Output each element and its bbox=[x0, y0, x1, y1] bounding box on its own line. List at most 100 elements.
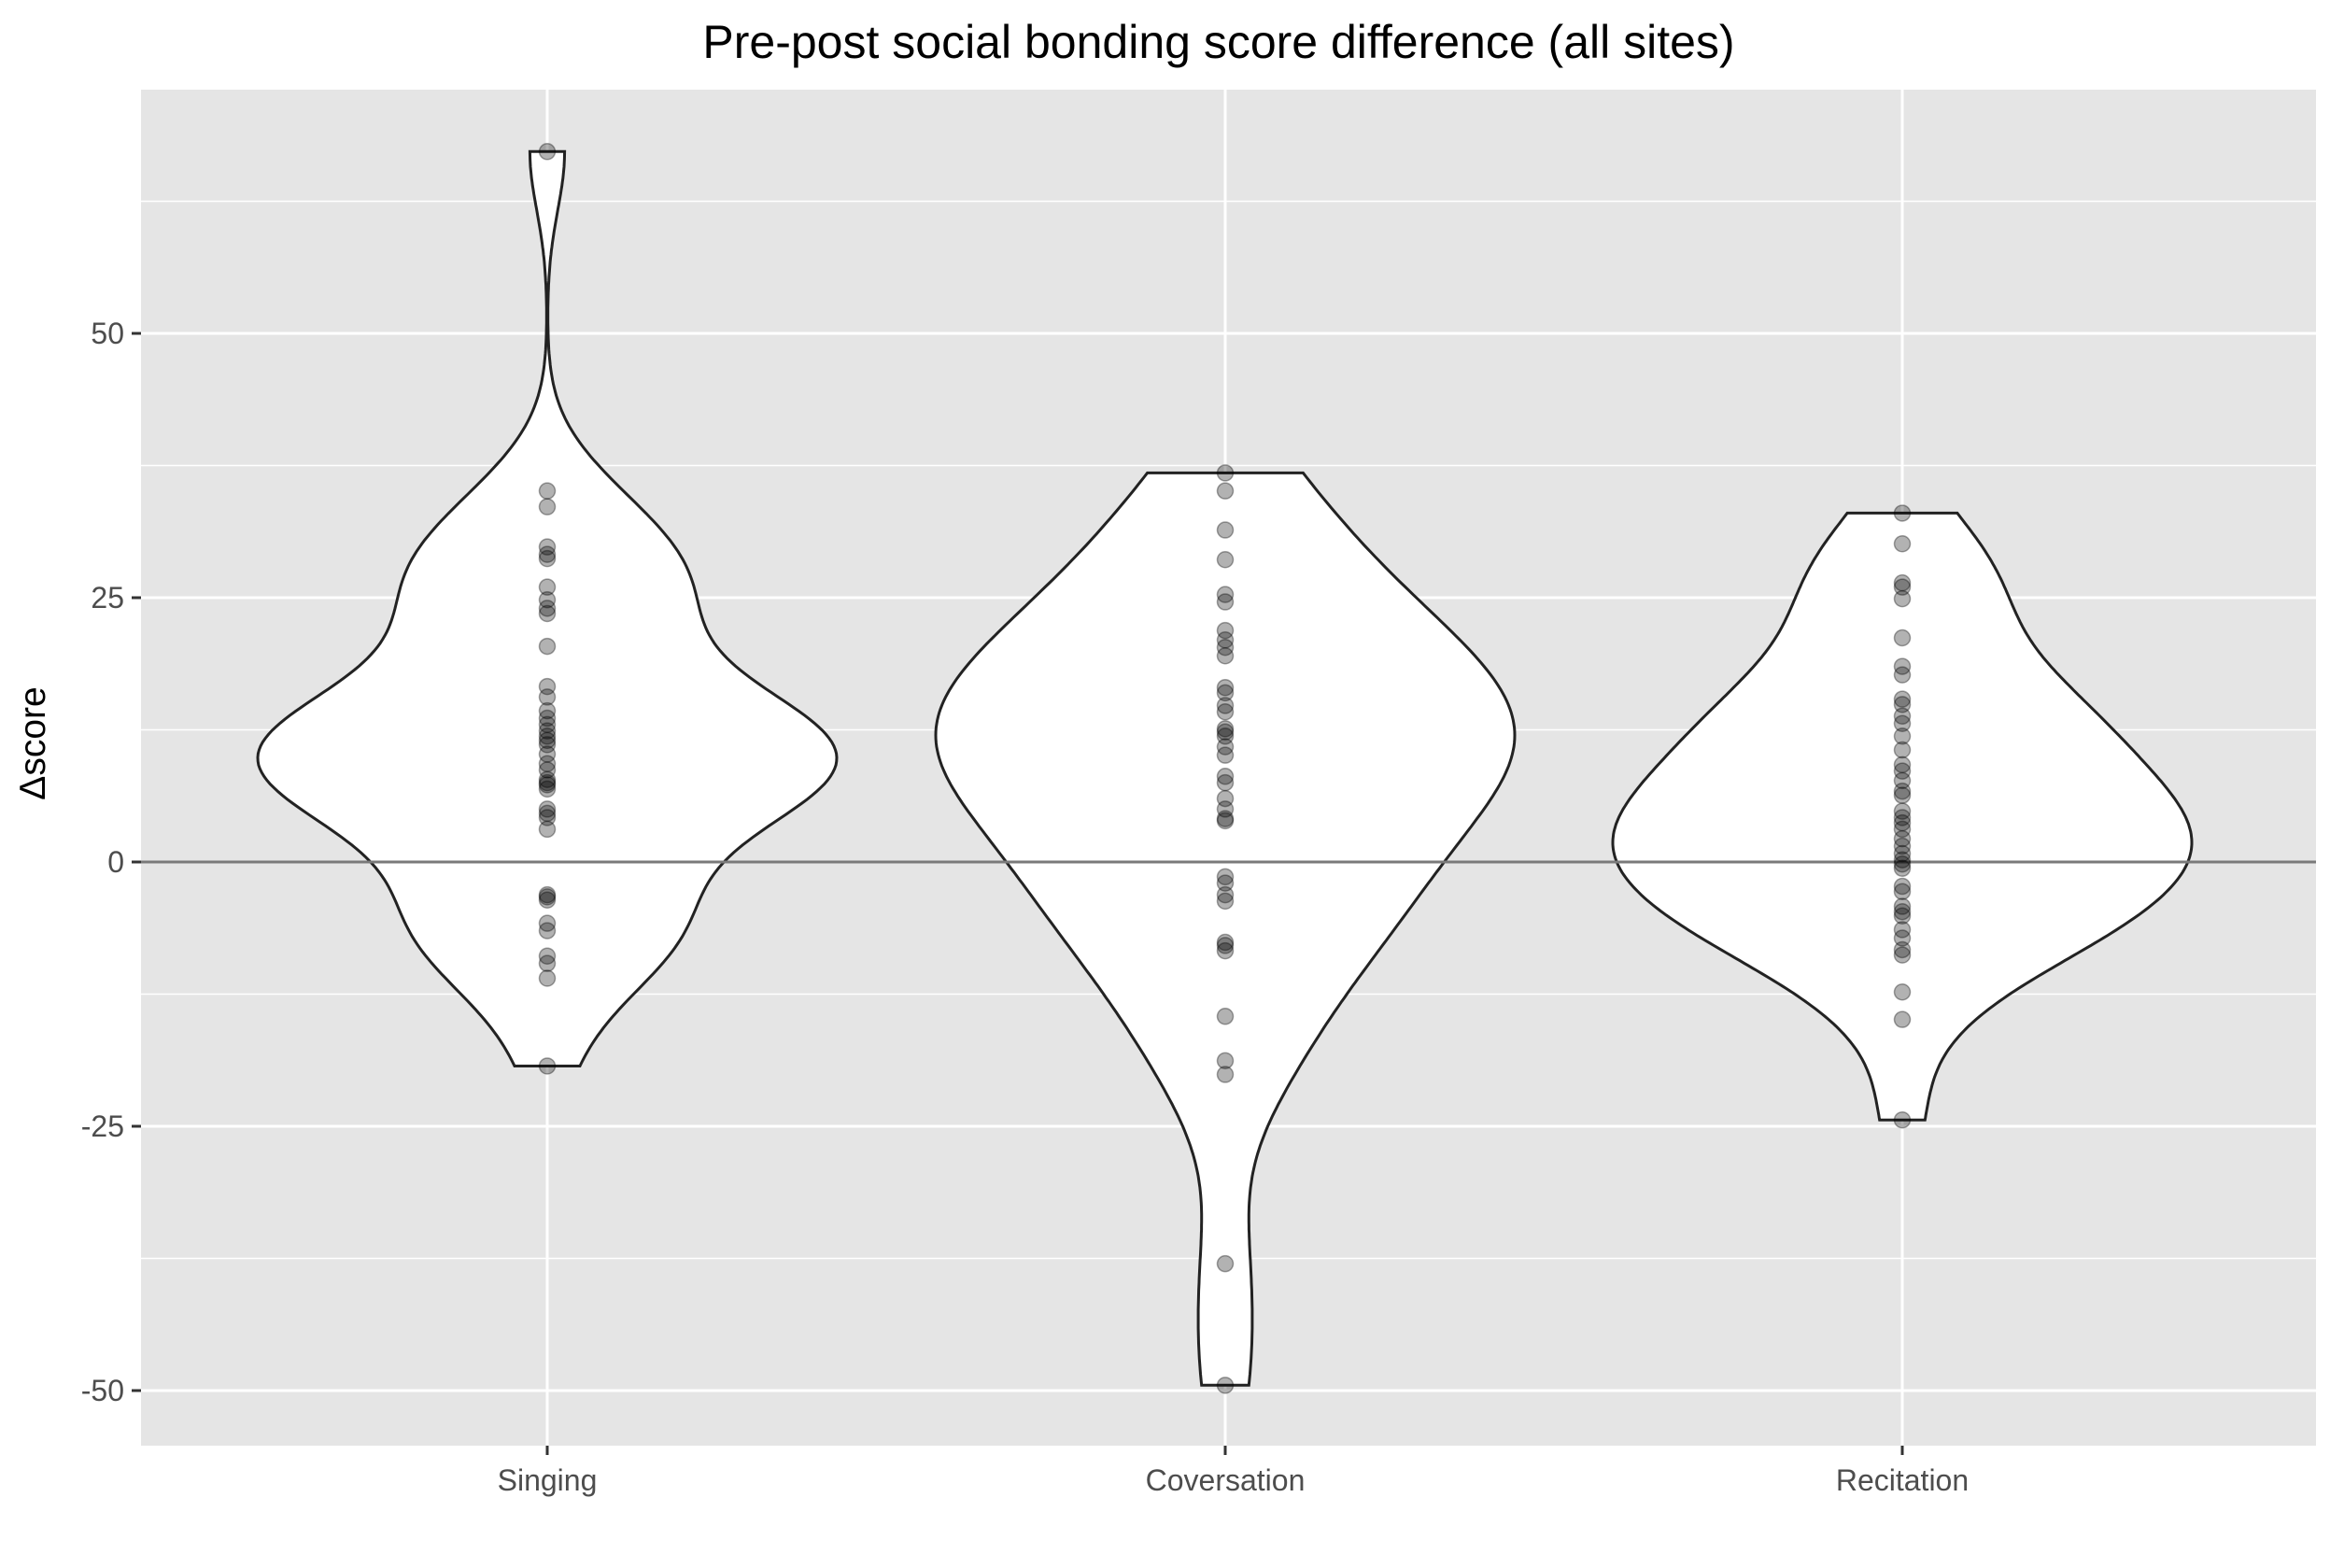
data-point bbox=[538, 736, 557, 754]
data-point bbox=[538, 604, 557, 623]
data-point bbox=[538, 761, 557, 779]
data-point bbox=[1893, 921, 1912, 939]
data-point bbox=[1893, 786, 1912, 804]
data-point bbox=[538, 773, 557, 792]
data-point bbox=[538, 954, 557, 972]
x-tick-label-recitation: Recitation bbox=[1836, 1463, 1969, 1497]
x-tick-label-coversation: Coversation bbox=[1146, 1463, 1306, 1497]
data-point bbox=[538, 498, 557, 516]
data-point bbox=[1216, 720, 1235, 738]
data-point bbox=[1893, 589, 1912, 608]
data-point bbox=[538, 482, 557, 500]
data-point bbox=[1216, 789, 1235, 808]
data-point bbox=[538, 745, 557, 763]
data-point bbox=[1893, 907, 1912, 925]
x-tick-label-singing: Singing bbox=[498, 1463, 598, 1497]
data-point bbox=[1216, 937, 1235, 954]
data-point bbox=[1216, 1377, 1235, 1394]
data-point bbox=[1216, 638, 1235, 657]
data-point bbox=[538, 922, 557, 939]
data-point bbox=[538, 770, 557, 788]
data-point bbox=[1216, 723, 1235, 742]
data-point bbox=[1893, 690, 1912, 708]
violin-singing bbox=[256, 149, 839, 1067]
data-point bbox=[1893, 535, 1912, 553]
y-axis: -50 -25 0 25 50 bbox=[81, 317, 141, 1407]
data-point bbox=[1216, 768, 1235, 785]
data-point bbox=[1216, 800, 1235, 818]
y-axis-title: Δscore bbox=[13, 686, 53, 799]
data-point bbox=[538, 715, 557, 734]
chart-title: Pre-post social bonding score difference… bbox=[702, 16, 1734, 68]
data-point bbox=[1893, 771, 1912, 790]
data-point bbox=[538, 701, 557, 720]
data-point bbox=[1216, 586, 1235, 603]
data-point bbox=[1216, 738, 1235, 756]
data-point bbox=[1216, 868, 1235, 886]
data-point bbox=[1216, 727, 1235, 745]
data-point bbox=[1216, 874, 1235, 892]
data-point bbox=[538, 800, 557, 818]
data-point bbox=[1893, 629, 1912, 647]
data-point bbox=[1893, 946, 1912, 964]
y-tick-label: 25 bbox=[91, 581, 124, 614]
data-point bbox=[1216, 1066, 1235, 1083]
data-point bbox=[1893, 897, 1912, 915]
data-point bbox=[538, 709, 557, 727]
data-point bbox=[1216, 703, 1235, 721]
data-point bbox=[1893, 940, 1912, 959]
data-point bbox=[1216, 1254, 1235, 1273]
data-point bbox=[1893, 573, 1912, 592]
data-point bbox=[1893, 851, 1912, 869]
data-point bbox=[538, 888, 557, 906]
violin-coversation bbox=[934, 471, 1517, 1387]
x-axis: Singing Coversation Recitation bbox=[498, 1446, 1969, 1497]
data-point bbox=[538, 914, 557, 932]
data-point bbox=[538, 804, 557, 823]
data-point bbox=[1893, 929, 1912, 947]
data-point bbox=[1216, 1052, 1235, 1070]
data-point bbox=[1216, 482, 1235, 500]
data-point bbox=[538, 143, 557, 161]
data-point bbox=[1893, 727, 1912, 745]
data-point bbox=[1893, 820, 1912, 839]
data-point bbox=[1893, 756, 1912, 774]
data-point bbox=[1893, 1110, 1912, 1129]
data-point bbox=[538, 731, 557, 750]
data-point bbox=[1216, 464, 1235, 482]
data-point bbox=[1216, 941, 1235, 960]
data-point bbox=[538, 549, 557, 568]
data-point bbox=[1216, 810, 1235, 827]
data-point bbox=[1893, 666, 1912, 684]
data-point bbox=[1216, 684, 1235, 702]
data-point bbox=[1893, 855, 1912, 873]
data-point bbox=[1893, 844, 1912, 863]
data-point bbox=[538, 776, 557, 794]
data-point bbox=[538, 637, 557, 656]
data-point bbox=[1893, 696, 1912, 713]
data-point bbox=[538, 809, 557, 826]
data-point bbox=[1893, 837, 1912, 855]
data-point bbox=[538, 947, 557, 965]
data-point bbox=[1893, 877, 1912, 896]
data-point bbox=[538, 545, 557, 563]
data-point bbox=[1893, 829, 1912, 848]
data-point bbox=[1893, 741, 1912, 759]
data-point bbox=[538, 969, 557, 987]
data-point bbox=[1893, 902, 1912, 921]
y-tick-label: -25 bbox=[81, 1109, 124, 1143]
data-point bbox=[1893, 1010, 1912, 1028]
data-point bbox=[1216, 678, 1235, 697]
data-point bbox=[1893, 578, 1912, 596]
data-point bbox=[538, 755, 557, 772]
data-point bbox=[1216, 631, 1235, 649]
data-points bbox=[538, 143, 1912, 1394]
data-point bbox=[1893, 809, 1912, 826]
data-point bbox=[1216, 885, 1235, 904]
violins bbox=[141, 149, 2316, 1387]
data-point bbox=[1893, 782, 1912, 800]
data-point bbox=[1893, 762, 1912, 780]
data-point bbox=[538, 727, 557, 745]
data-point bbox=[1893, 982, 1912, 1001]
